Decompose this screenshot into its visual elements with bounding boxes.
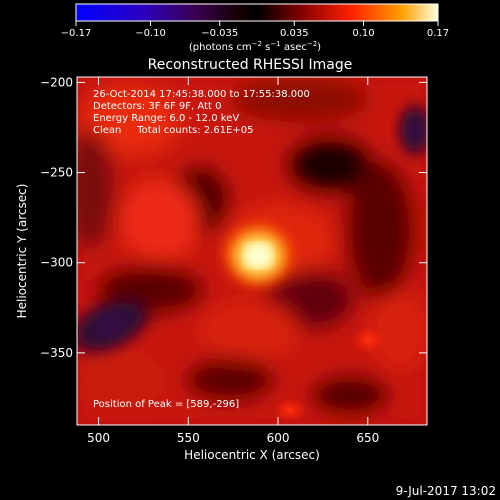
colorbar-tick-label: −0.17 (61, 28, 92, 39)
colorbar-tick-label: −0.035 (201, 28, 238, 39)
footer-timestamp: 9-Jul-2017 13:02 (396, 484, 496, 498)
colorbar-tick-label: 0.035 (280, 28, 309, 39)
annotation-time: 26-Oct-2014 17:45:38.000 to 17:55:38.000 (93, 89, 310, 100)
annotation-counts: Clean Total counts: 2.61E+05 (93, 125, 253, 136)
colorbar-tick-label: 0.10 (352, 28, 374, 39)
colorbar-tick-label: 0.17 (427, 28, 449, 39)
peak-core (244, 243, 273, 268)
heatmap-image (77, 77, 427, 425)
x-tick-label: 550 (177, 431, 200, 445)
annotation-energy: Energy Range: 6.0 - 12.0 keV (93, 113, 239, 124)
y-tick-label: −200 (40, 75, 73, 89)
axis-ticks: 500 550 600 650 −200 −250 −300 −350 (40, 75, 427, 445)
y-tick-label: −350 (40, 346, 73, 360)
annotation-detectors: Detectors: 3F 6F 9F, Att 0 (93, 101, 221, 112)
x-tick-label: 600 (267, 431, 290, 445)
annotation-peak: Position of Peak = [589,-296] (93, 399, 239, 410)
x-tick-label: 650 (356, 431, 379, 445)
x-axis-label: Heliocentric X (arcsec) (184, 448, 320, 462)
colorbar-units: (photons cm−2 s−1 asec−2) (189, 40, 321, 53)
x-tick-label: 500 (87, 431, 110, 445)
plot-frame (76, 76, 428, 426)
colorbar-gradient (75, 3, 439, 22)
y-tick-label: −300 (40, 256, 73, 270)
chart-title: Reconstructed RHESSI Image (148, 57, 353, 73)
colorbar-tick-label: −0.10 (135, 28, 166, 39)
annotation-block: 26-Oct-2014 17:45:38.000 to 17:55:38.000… (93, 89, 310, 410)
colorbar: −0.17 −0.10 −0.035 0.035 0.10 0.17 (photons c… (61, 3, 449, 53)
y-tick-label: −250 (40, 166, 73, 180)
y-axis-label: Heliocentric Y (arcsec) (15, 184, 29, 319)
